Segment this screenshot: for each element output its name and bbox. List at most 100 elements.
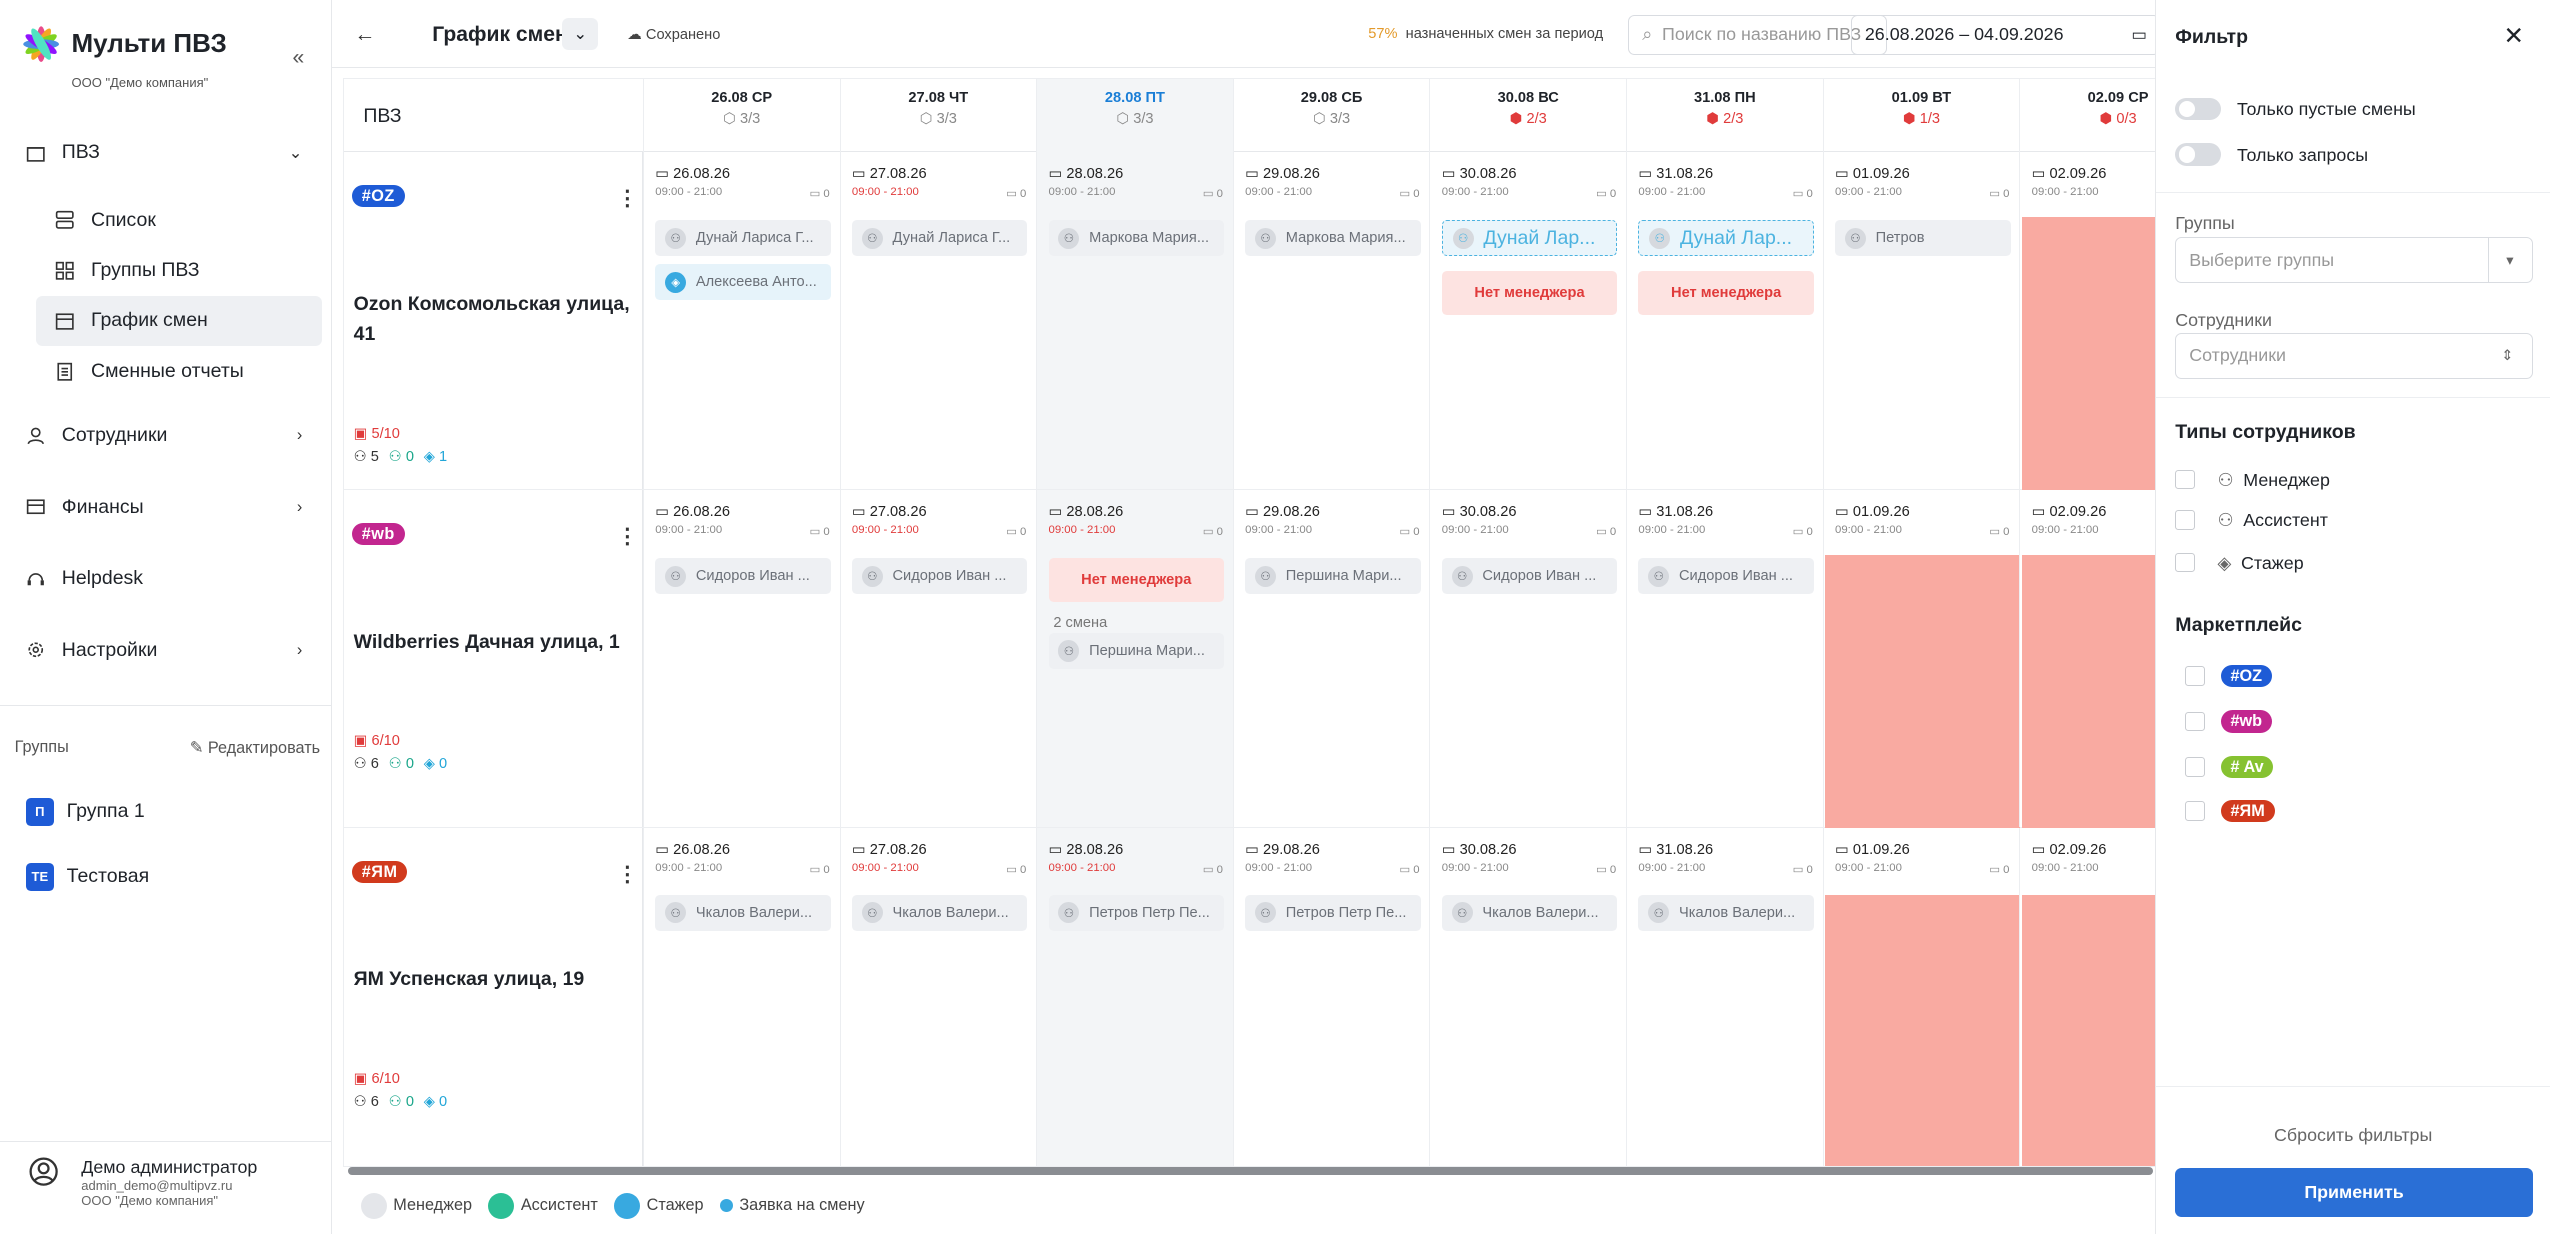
app-logo[interactable]: Мульти ПВЗ [20, 23, 227, 65]
empty-shift-block[interactable] [1825, 555, 2021, 829]
nav-schedule[interactable]: График смен [35, 295, 322, 347]
employee-chip[interactable]: ⚇ Сидоров Иван ... [655, 558, 831, 595]
day-header[interactable]: 27.08 ЧТ ⬡ 3/3 [839, 79, 1037, 153]
employee-chip[interactable]: ⚇ Петров [1835, 220, 2011, 257]
empty-shift-block[interactable] [2021, 555, 2159, 829]
pvz-name[interactable]: Ozon Комсомольская улица, 41 [353, 293, 630, 345]
nav-settings[interactable]: Настройки › [0, 627, 332, 673]
employee-chip[interactable]: ⚇ Чкалов Валери... [655, 894, 831, 931]
nav-finance[interactable]: Финансы › [0, 484, 332, 530]
shift-cell[interactable]: ▭ 29.08.26 09:00 - 21:00 ▭ 0 ⚇ Маркова Мари… [1232, 152, 1430, 490]
employee-chip[interactable]: ◈ Алексеева Анто... [655, 264, 831, 300]
day-header[interactable]: 26.08 СР ⬡ 3/3 [642, 79, 840, 153]
nav-list[interactable]: Список [36, 195, 322, 245]
shift-request-chip[interactable]: ⚇ Дунай Лар... [1441, 220, 1618, 257]
shift-cell[interactable]: ▭ 28.08.26 09:00 - 21:00 ▭ 0 Нет менеджера… [1036, 490, 1233, 828]
nav-pvz[interactable]: ПВЗ ⌄ [0, 130, 332, 176]
empty-shift-block[interactable] [2021, 894, 2159, 1166]
pvz-name[interactable]: ЯМ Успенская улица, 19 [353, 967, 585, 990]
employee-chip[interactable]: ⚇ Петров Петр Пе... [1245, 894, 1421, 931]
employee-chip[interactable]: ⚇ Чкалов Валери... [1638, 894, 1814, 931]
employee-chip[interactable]: ⚇ Сидоров Иван ... [1638, 558, 1814, 595]
shift-request-chip[interactable]: ⚇ Дунай Лар... [1638, 220, 1814, 257]
employee-chip[interactable]: ⚇ Сидоров Иван ... [1441, 558, 1618, 595]
day-header[interactable]: 31.08 ПН ⬢ 2/3 [1626, 79, 1823, 153]
shift-cell[interactable]: ▭ 26.08.26 09:00 - 21:00 ▭ 0 ⚇ Чкалов Валер… [642, 828, 840, 1166]
shift-cell[interactable]: ▭ 27.08.26 09:00 - 21:00 ▭ 0 ⚇ Сидоров Иван… [839, 490, 1037, 828]
close-icon[interactable]: ✕ [2503, 23, 2524, 51]
employees-select[interactable]: Сотрудники ⇕ [2175, 333, 2533, 379]
nav-helpdesk[interactable]: Helpdesk [0, 556, 332, 602]
employee-chip[interactable]: ⚇ Першина Мари... [1048, 633, 1224, 669]
marketplace-checkbox-ym[interactable] [2185, 801, 2205, 821]
employee-chip[interactable]: ⚇ Чкалов Валери... [1441, 894, 1618, 931]
shift-cell[interactable]: ▭ 01.09.26 09:00 - 21:00 ▭ 0 [1822, 828, 2021, 1166]
no-manager-alert[interactable]: Нет менеджера [1048, 558, 1224, 603]
shift-cell[interactable]: ▭ 30.08.26 09:00 - 21:00 ▭ 0 ⚇ Чкалов Валер… [1429, 828, 1626, 1166]
no-manager-alert[interactable]: Нет менеджера [1441, 270, 1618, 315]
shift-cell[interactable]: ▭ 30.08.26 09:00 - 21:00 ▭ 0 ⚇ Сидоров Иван… [1429, 490, 1626, 828]
shift-cell[interactable]: ▭ 26.08.26 09:00 - 21:00 ▭ 0 ⚇ Сидоров Иван… [642, 490, 840, 828]
collapse-sidebar-icon[interactable]: « [292, 45, 305, 69]
shift-cell[interactable]: ▭ 27.08.26 09:00 - 21:00 ▭ 0 ⚇ Дунай Лариса… [839, 152, 1037, 490]
shift-cell[interactable]: ▭ 31.08.26 09:00 - 21:00 ▭ 0 ⚇ Дунай Лар...… [1626, 152, 1823, 490]
shift-cell[interactable]: ▭ 01.09.26 09:00 - 21:00 ▭ 0 [1822, 490, 2021, 829]
nav-employees[interactable]: Сотрудники › [0, 413, 332, 459]
marketplace-checkbox-wb[interactable] [2185, 711, 2205, 732]
search-input[interactable]: ⌕ Поиск по названию ПВЗ [1628, 14, 1887, 56]
horizontal-scrollbar[interactable] [347, 1166, 2154, 1175]
group-item[interactable]: П Группа 1 [26, 797, 145, 826]
more-menu-icon[interactable]: ⋮ [616, 186, 638, 210]
pvz-name[interactable]: Wildberries Дачная улица, 1 [353, 631, 620, 654]
back-arrow-icon[interactable]: ← [354, 22, 376, 46]
employee-chip[interactable]: ⚇ Дунай Лариса Г... [851, 220, 1028, 257]
empty-shift-block[interactable] [1825, 894, 2021, 1166]
employee-chip[interactable]: ⚇ Першина Мари... [1245, 558, 1421, 595]
day-header[interactable]: 02.09 СР ⬢ 0/3 [2019, 79, 2158, 153]
title-dropdown-button[interactable]: ⌄ [562, 17, 598, 51]
day-header[interactable]: 01.09 ВТ ⬢ 1/3 [1822, 79, 2020, 153]
marketplace-checkbox-oz[interactable] [2185, 666, 2205, 686]
employee-chip[interactable]: ⚇ Маркова Мария... [1048, 220, 1224, 257]
shift-cell[interactable]: ▭ 30.08.26 09:00 - 21:00 ▭ 0 ⚇ Дунай Лар...… [1429, 152, 1626, 490]
only-requests-toggle[interactable] [2175, 143, 2221, 166]
employee-chip[interactable]: ⚇ Чкалов Валери... [851, 894, 1028, 931]
day-header-today[interactable]: 28.08 ПТ ⬡ 3/3 [1036, 79, 1233, 153]
shift-cell[interactable]: ▭ 28.08.26 09:00 - 21:00 ▭ 0 ⚇ Маркова Мари… [1036, 152, 1233, 490]
no-manager-alert[interactable]: Нет менеджера [1638, 270, 1814, 315]
trainee-checkbox[interactable] [2175, 552, 2195, 572]
apply-button[interactable]: Применить [2175, 1168, 2533, 1218]
more-menu-icon[interactable]: ⋮ [616, 524, 638, 548]
manager-checkbox[interactable] [2175, 469, 2195, 490]
assistant-checkbox[interactable] [2175, 510, 2195, 530]
shift-cell[interactable]: ▭ 31.08.26 09:00 - 21:00 ▭ 0 ⚇ Сидоров Иван… [1626, 490, 1823, 828]
more-menu-icon[interactable]: ⋮ [616, 862, 638, 886]
edit-groups-button[interactable]: ✎ Редактировать [189, 738, 321, 757]
employee-chip[interactable]: ⚇ Дунай Лариса Г... [655, 220, 831, 257]
nav-reports[interactable]: Сменные отчеты [36, 346, 322, 396]
shift-cell[interactable]: ▭ 29.08.26 09:00 - 21:00 ▭ 0 ⚇ Першина Мари… [1232, 490, 1430, 828]
reset-filters-button[interactable]: Сбросить фильтры [2274, 1124, 2433, 1145]
employee-chip[interactable]: ⚇ Маркова Мария... [1245, 220, 1421, 257]
employee-chip[interactable]: ⚇ Сидоров Иван ... [851, 558, 1028, 595]
day-header[interactable]: 29.08 СБ ⬡ 3/3 [1232, 79, 1430, 153]
user-menu[interactable]: Демо администратор admin_demo@multipvz.r… [29, 1157, 257, 1208]
groups-select[interactable]: Выберите группы ▾ [2175, 237, 2533, 283]
shift-cell[interactable]: ▭ 31.08.26 09:00 - 21:00 ▭ 0 ⚇ Чкалов Валер… [1626, 828, 1823, 1166]
shift-cell[interactable]: ▭ 28.08.26 09:00 - 21:00 ▭ 0 ⚇ Петров Петр … [1036, 828, 1233, 1166]
shift-cell[interactable]: ▭ 27.08.26 09:00 - 21:00 ▭ 0 ⚇ Чкалов Валер… [839, 828, 1037, 1166]
shift-cell[interactable]: ▭ 29.08.26 09:00 - 21:00 ▭ 0 ⚇ Петров Петр … [1232, 828, 1430, 1166]
group-item[interactable]: ТЕ Тестовая [26, 862, 149, 891]
shift-cell[interactable]: ▭ 01.09.26 09:00 - 21:00 ▭ 0 ⚇ Петров [1822, 152, 2020, 490]
empty-shift-block[interactable] [2021, 217, 2159, 491]
employee-chip[interactable]: ⚇ Петров Петр Пе... [1048, 894, 1224, 931]
marketplace-checkbox-av[interactable] [2185, 757, 2205, 777]
day-header[interactable]: 30.08 ВС ⬢ 2/3 [1429, 79, 1626, 153]
only-empty-toggle[interactable] [2175, 97, 2221, 121]
shift-cell[interactable]: ▭ 26.08.26 09:00 - 21:00 ▭ 0 ⚇ Дунай Лариса… [642, 152, 840, 490]
nav-groups-pvz[interactable]: Группы ПВЗ [36, 245, 322, 295]
date-range-picker[interactable]: 26.08.2026 – 04.09.2026 ▭ [1850, 14, 2160, 56]
